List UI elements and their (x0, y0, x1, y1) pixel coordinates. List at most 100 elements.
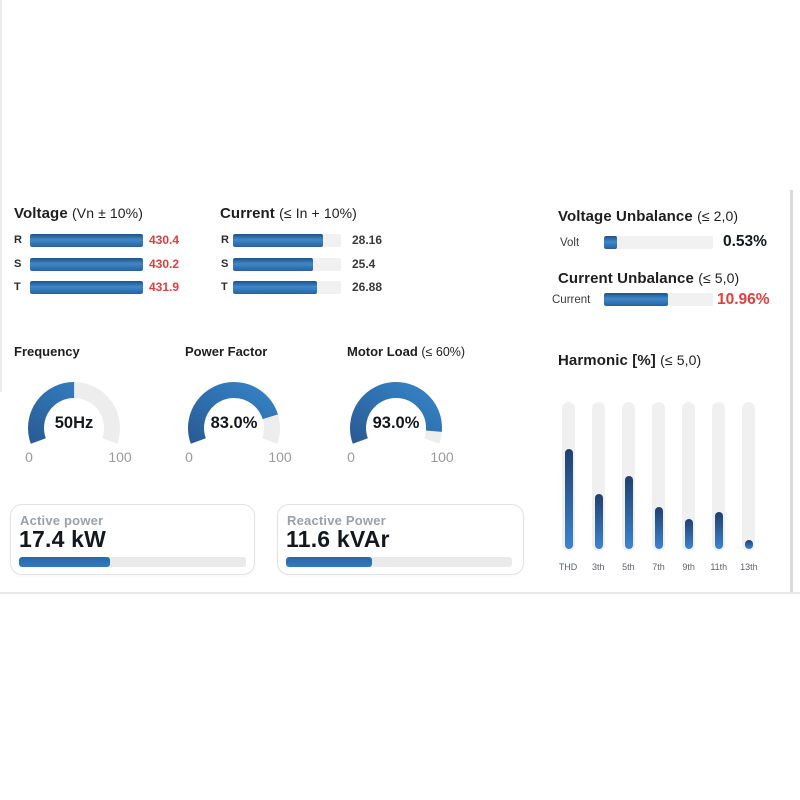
reactive-power-value: 11.6 kVAr (286, 526, 390, 552)
voltage-row-r: R 430.4 (14, 233, 179, 247)
voltage-unbalance-bar (604, 236, 713, 249)
harmonic-bar-7th-fill (654, 507, 663, 549)
voltage-row-t: T 431.9 (14, 280, 179, 294)
phase-label: R (14, 234, 22, 246)
active-power-title: Active power (20, 513, 104, 528)
harmonic-bar-9th (682, 402, 695, 551)
current-unbalance-title-text: Current Unbalance (558, 270, 694, 287)
motor-load-title: Motor Load (347, 344, 418, 359)
frequency-axis-max: 100 (108, 449, 132, 465)
current-unbalance-limit: (≤ 5,0) (698, 270, 740, 286)
frequency-gauge-value: 50Hz (54, 414, 94, 432)
harmonic-bar-9th-fill (684, 519, 693, 549)
current-unbalance-value: 10.96% (717, 291, 770, 308)
voltage-bar-r (30, 233, 143, 247)
current-value-t: 26.88 (352, 280, 383, 294)
voltage-bar-t-fill (30, 280, 143, 294)
harmonic-tick-5th: 5th (622, 562, 635, 572)
panel-border-right (790, 190, 793, 593)
harmonic-axis-labels: THD 3th 5th 7th 9th 11th 13th (553, 562, 764, 572)
active-power-bar-fill (19, 557, 110, 567)
frequency-gauge-arc (28, 382, 120, 444)
current-title: Current (220, 205, 275, 222)
voltage-bar-s-fill (30, 257, 143, 271)
frequency-title: Frequency (14, 344, 80, 359)
harmonic-tick-13th: 13th (740, 562, 758, 572)
harmonic-section-title: Harmonic [%] (≤ 5,0) (558, 352, 701, 369)
current-value-r: 28.16 (352, 233, 383, 247)
current-section-title: Current (≤ In + 10%) (220, 205, 357, 222)
harmonic-title: Harmonic [%] (558, 352, 656, 369)
voltage-unbalance-title: Voltage Unbalance (≤ 2,0) (558, 208, 738, 225)
active-power-card: Active power 17.4 kW (10, 504, 255, 575)
current-bar-s-fill (233, 257, 313, 271)
voltage-value-s: 430.2 (149, 257, 180, 271)
current-bar-t (233, 280, 341, 294)
harmonic-tick-7th: 7th (652, 562, 665, 572)
current-bar-r (233, 233, 341, 247)
voltage-unbalance-title-text: Voltage Unbalance (558, 208, 693, 225)
voltage-bar-s (30, 257, 143, 271)
current-row-t: T 26.88 (221, 280, 382, 294)
harmonic-bar-7th (652, 402, 665, 551)
voltage-title: Voltage (14, 205, 68, 222)
gauge-fill (188, 382, 280, 444)
reactive-power-title: Reactive Power (287, 513, 386, 528)
phase-label: S (14, 258, 22, 270)
current-unbalance-bar-fill (604, 293, 669, 306)
reactive-power-bar (286, 557, 512, 567)
harmonic-limit: (≤ 5,0) (660, 352, 702, 368)
voltage-row-s: S 430.2 (14, 257, 179, 271)
harmonic-bar-5th (622, 402, 635, 551)
voltage-unbalance-bar-fill (604, 236, 618, 249)
current-value-s: 25.4 (352, 257, 376, 271)
harmonic-bar-5th-fill (624, 476, 633, 549)
harmonic-tick-11th: 11th (710, 562, 728, 572)
voltage-value-r: 430.4 (149, 233, 180, 247)
motor-load-gauge-arc (350, 382, 442, 444)
frequency-axis-min: 0 (25, 449, 33, 465)
active-power-value: 17.4 kW (19, 526, 107, 552)
power-factor-gauge-arc (188, 382, 280, 444)
gauge-fill (350, 382, 442, 444)
current-row-s: S 25.4 (221, 257, 375, 271)
harmonic-tick-9th: 9th (682, 562, 695, 572)
voltage-unbalance-limit: (≤ 2,0) (697, 208, 739, 224)
phase-label: R (221, 234, 229, 246)
current-bar-r-fill (233, 233, 323, 247)
voltage-unbalance-label: Volt (560, 237, 580, 249)
harmonic-bar-11th (712, 402, 725, 551)
harmonic-bar-13th (742, 402, 755, 551)
voltage-section-title: Voltage (Vn ± 10%) (14, 205, 143, 222)
harmonic-bar-11th-fill (714, 511, 723, 549)
current-row-r: R 28.16 (221, 233, 382, 247)
active-power-bar (19, 557, 246, 567)
power-factor-gauge-value: 83.0% (210, 414, 258, 432)
reactive-power-bar-fill (286, 557, 372, 567)
power-factor-axis-min: 0 (185, 449, 193, 465)
phase-label: T (221, 281, 228, 293)
current-bar-t-fill (233, 280, 318, 294)
voltage-bar-r-fill (30, 233, 143, 247)
harmonic-bar-3th-fill (594, 493, 603, 549)
power-factor-gauge-label: Power Factor (185, 344, 267, 359)
harmonic-bar-thd (562, 402, 575, 551)
gauge-fill (28, 382, 120, 444)
frequency-gauge-label: Frequency (14, 344, 80, 359)
phase-label: S (221, 258, 229, 270)
motor-load-axis-max: 100 (430, 449, 454, 465)
current-unbalance-label: Current (552, 294, 591, 306)
power-factor-axis-max: 100 (268, 449, 292, 465)
motor-load-limit: (≤ 60%) (421, 345, 466, 359)
motor-load-gauge-value: 93.0% (372, 414, 420, 432)
motor-load-axis-min: 0 (347, 449, 355, 465)
harmonic-bar-13th-fill (744, 540, 753, 549)
phase-label: T (14, 281, 21, 293)
voltage-limit: (Vn ± 10%) (72, 205, 143, 221)
current-bar-s (233, 257, 341, 271)
power-factor-title: Power Factor (185, 344, 268, 359)
motor-load-gauge-label: Motor Load (≤ 60%) (347, 344, 465, 359)
harmonic-bar-3th (592, 402, 605, 551)
harmonic-bar-thd-fill (564, 449, 573, 549)
